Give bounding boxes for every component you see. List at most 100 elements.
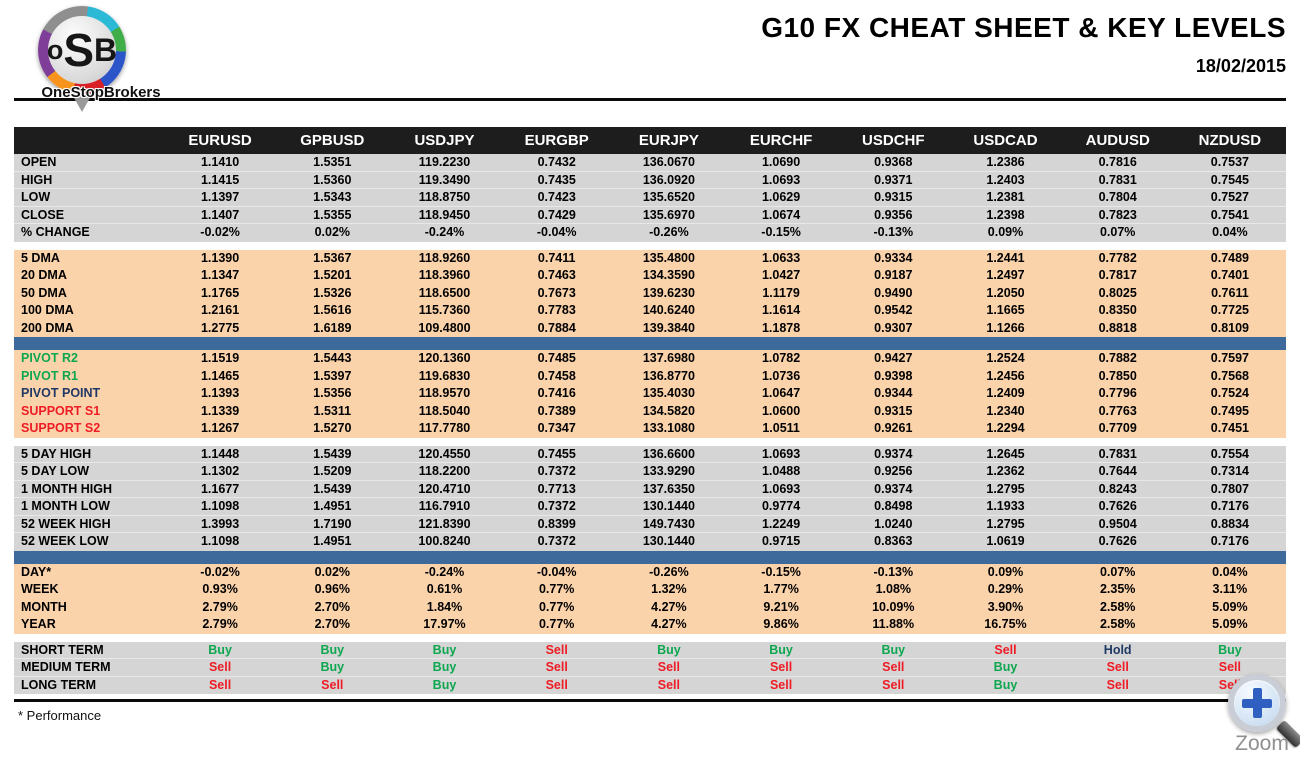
value-cell: 0.8498: [874, 499, 913, 513]
table-section: SHORT TERM Buy Buy Buy Sell Buy Buy Buy Sell Hold…: [14, 641, 1286, 694]
value-cell: 1.2795: [986, 481, 1025, 496]
row-label: 5 DAY LOW: [21, 464, 90, 478]
value-cell: 3.90%: [987, 599, 1024, 614]
value-cell: 0.7347: [537, 421, 576, 435]
row-label: 1 MONTH HIGH: [21, 481, 112, 496]
value-cell: 0.9427: [874, 351, 913, 365]
value-cell: 0.96%: [314, 582, 351, 596]
signal-cell: Buy: [1218, 642, 1242, 657]
value-cell: 1.0240: [874, 516, 913, 531]
row-label: 20 DMA: [21, 268, 67, 282]
table-section: 5 DAY HIGH 1.1448 1.5439 120.4550 0.7455 136.…: [14, 445, 1286, 551]
signal-cell: Buy: [320, 642, 345, 657]
value-cell: 0.7314: [1210, 464, 1249, 478]
value-cell: 3.11%: [1212, 582, 1248, 596]
signal-cell: Buy: [993, 677, 1018, 692]
signal-cell: Buy: [320, 660, 345, 674]
value-cell: 1.0736: [761, 368, 801, 383]
value-cell: 16.75%: [984, 617, 1027, 631]
value-cell: 139.3840: [642, 320, 695, 335]
value-cell: -0.15%: [761, 225, 801, 239]
value-cell: 0.8399: [537, 516, 576, 531]
value-cell: 100.8240: [418, 534, 471, 548]
table-row: % CHANGE -0.02% 0.02% -0.24% -0.04% -0.26% -0.…: [14, 224, 1286, 242]
value-cell: 136.0920: [642, 172, 695, 187]
value-cell: 0.7372: [537, 499, 576, 513]
value-cell: 0.93%: [202, 582, 238, 596]
signal-cell: Sell: [1218, 660, 1242, 674]
signal-cell: Buy: [657, 642, 681, 657]
logo-letter: o: [46, 34, 64, 65]
zoom-label: Zoom: [1235, 732, 1289, 755]
value-cell: 1.2645: [986, 446, 1025, 461]
value-cell: -0.13%: [873, 564, 914, 579]
blue-divider: [14, 550, 1286, 564]
value-cell: 1.1677: [200, 481, 240, 496]
value-cell: 2.79%: [202, 617, 238, 631]
value-cell: 1.1765: [200, 285, 240, 300]
value-cell: 1.0511: [762, 421, 800, 435]
value-cell: -0.02%: [200, 225, 240, 239]
value-cell: 1.1415: [200, 172, 240, 187]
column-header-usdchf: USDCHF: [862, 132, 925, 149]
value-cell: 0.09%: [987, 225, 1024, 239]
value-cell: 1.1339: [200, 403, 240, 418]
value-cell: 0.9371: [874, 172, 913, 187]
zoom-button[interactable]: Zoom: [1224, 674, 1300, 756]
table-row: 5 DAY LOW 1.1302 1.5209 118.2200 0.7372 133.9…: [14, 463, 1286, 481]
value-cell: 0.9334: [874, 250, 913, 265]
value-cell: 0.7568: [1210, 368, 1249, 383]
value-cell: 1.0629: [761, 190, 801, 204]
table-row: 100 DMA 1.2161 1.5616 115.7360 0.7783 140.624…: [14, 302, 1286, 320]
value-cell: 119.6830: [418, 368, 471, 383]
table-row: PIVOT POINT 1.1393 1.5356 118.9570 0.7416 135…: [14, 385, 1286, 403]
value-cell: 9.21%: [763, 599, 799, 614]
value-cell: 0.7831: [1098, 172, 1137, 187]
value-cell: 140.6240: [642, 303, 695, 317]
report-date: 18/02/2015: [1195, 56, 1286, 76]
value-cell: 1.1390: [200, 250, 240, 265]
value-cell: 118.9450: [418, 207, 471, 222]
value-cell: 0.9374: [874, 446, 913, 461]
value-cell: -0.24%: [424, 564, 465, 579]
performance-note: * Performance: [18, 708, 102, 723]
value-cell: 0.9504: [1098, 516, 1137, 531]
value-cell: 0.9187: [874, 268, 913, 282]
value-cell: 1.5360: [313, 172, 352, 187]
value-cell: 2.35%: [1099, 582, 1136, 596]
value-cell: 2.70%: [314, 599, 351, 614]
value-cell: 1.1098: [200, 534, 240, 548]
brand-name: OneStopBrokers: [41, 84, 161, 101]
value-cell: 1.2398: [986, 207, 1025, 222]
signal-cell: Sell: [882, 660, 905, 674]
value-cell: 0.7644: [1098, 464, 1137, 478]
table-row: SHORT TERM Buy Buy Buy Sell Buy Buy Buy Sell Hold…: [14, 642, 1286, 659]
row-label: YEAR: [21, 617, 56, 631]
signal-cell: Sell: [1106, 677, 1129, 692]
value-cell: 1.2441: [986, 250, 1025, 265]
value-cell: 1.2340: [986, 403, 1025, 418]
value-cell: 1.5367: [313, 250, 352, 265]
value-cell: 0.8818: [1098, 320, 1137, 335]
value-cell: 118.6500: [418, 285, 471, 300]
value-cell: 1.2795: [986, 516, 1025, 531]
value-cell: 1.2775: [200, 320, 240, 335]
table-row: SUPPORT S1 1.1339 1.5311 118.5040 0.7389 134.…: [14, 403, 1286, 421]
value-cell: 1.5439: [313, 481, 352, 496]
value-cell: 1.0427: [761, 268, 801, 282]
value-cell: 1.84%: [426, 599, 463, 614]
value-cell: 1.7190: [313, 516, 352, 531]
value-cell: 130.1440: [642, 499, 695, 513]
value-cell: 0.77%: [538, 599, 575, 614]
table-row: 1 MONTH LOW 1.1098 1.4951 116.7910 0.7372 130…: [14, 498, 1286, 516]
row-label: SHORT TERM: [21, 642, 104, 657]
row-label: OPEN: [21, 155, 57, 169]
row-label: PIVOT POINT: [21, 386, 101, 400]
value-cell: 0.9374: [874, 481, 913, 496]
value-cell: 1.1519: [200, 351, 240, 365]
signal-cell: Sell: [657, 677, 681, 692]
value-cell: 0.8350: [1098, 303, 1137, 317]
value-cell: 1.1179: [762, 285, 800, 300]
value-cell: 0.7411: [537, 250, 576, 265]
